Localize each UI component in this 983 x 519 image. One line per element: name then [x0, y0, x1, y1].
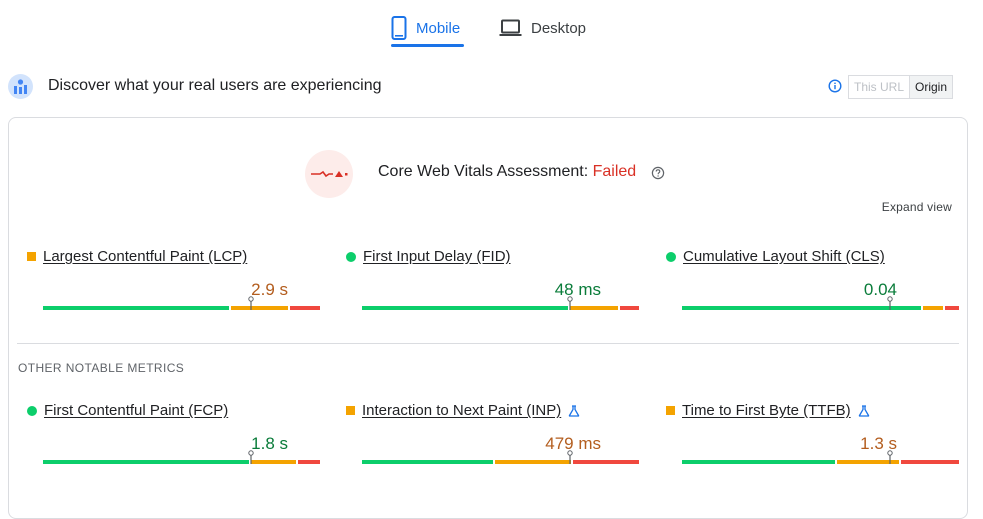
distribution-bar — [362, 296, 639, 310]
distribution-bar — [43, 450, 320, 464]
needs-improvement-segment — [837, 460, 899, 464]
good-segment — [43, 460, 249, 464]
percentile-marker — [248, 450, 254, 464]
distribution-bar — [682, 450, 959, 464]
percentile-marker — [567, 450, 573, 464]
good-circle-icon — [346, 251, 356, 262]
poor-segment — [572, 460, 639, 464]
percentile-marker — [248, 296, 254, 310]
other-metrics-heading: OTHER NOTABLE METRICS — [18, 361, 185, 375]
distribution-bar — [43, 296, 320, 310]
good-segment — [43, 306, 230, 310]
assessment-status: Failed — [592, 163, 637, 180]
metric-link-fid[interactable]: First Input Delay (FID) — [363, 248, 511, 265]
tab-mobile[interactable]: Mobile — [391, 10, 460, 46]
needs-improvement-segment — [250, 460, 296, 464]
tab-desktop[interactable]: Desktop — [499, 10, 586, 46]
flask-icon — [858, 404, 869, 417]
distribution-bar — [682, 296, 959, 310]
average-square-icon — [666, 406, 675, 415]
good-segment — [362, 460, 493, 464]
metric-fcp: First Contentful Paint (FCP) 1.8 s — [27, 402, 327, 482]
active-tab-indicator — [391, 44, 464, 47]
metric-value: 1.8 s — [251, 434, 288, 453]
url-origin-toggle: This URL Origin — [848, 75, 954, 99]
needs-improvement-segment — [569, 306, 618, 310]
good-segment — [682, 306, 921, 310]
failed-pulse-icon — [311, 170, 348, 178]
info-icon[interactable] — [828, 79, 842, 93]
metric-title: Largest Contentful Paint (LCP) — [27, 248, 247, 265]
percentile-marker — [567, 296, 573, 310]
poor-segment — [289, 306, 320, 310]
assessment-text: Core Web Vitals Assessment: Failed — [378, 163, 636, 181]
device-tabs: Mobile Desktop — [0, 0, 983, 48]
poor-segment — [900, 460, 959, 464]
metric-title: First Contentful Paint (FCP) — [27, 402, 228, 419]
metric-value: 2.9 s — [251, 280, 288, 299]
metric-link-fcp[interactable]: First Contentful Paint (FCP) — [44, 402, 229, 419]
metric-ttfb: Time to First Byte (TTFB) 1.3 s — [666, 402, 966, 482]
poor-segment — [619, 306, 639, 310]
divider — [17, 343, 959, 344]
needs-improvement-segment — [231, 306, 288, 310]
metric-value: 0.04 — [863, 280, 897, 299]
poor-segment — [945, 306, 959, 310]
tab-desktop-label: Desktop — [531, 19, 587, 37]
laptop-icon — [499, 19, 522, 36]
metric-title: Interaction to Next Paint (INP) — [346, 402, 580, 419]
metric-value: 48 ms — [554, 280, 601, 299]
metric-lcp: Largest Contentful Paint (LCP) 2.9 s — [27, 248, 327, 328]
metric-link-inp[interactable]: Interaction to Next Paint (INP) — [362, 402, 562, 419]
assessment-badge — [305, 150, 353, 198]
percentile-marker — [887, 296, 893, 310]
users-chart-icon — [8, 74, 33, 99]
average-square-icon — [27, 252, 36, 261]
core-web-vitals-card: Core Web Vitals Assessment: Failed Expan… — [8, 117, 968, 519]
metric-link-cls[interactable]: Cumulative Layout Shift (CLS) — [683, 248, 885, 265]
metric-title: Cumulative Layout Shift (CLS) — [666, 248, 885, 265]
assessment-label: Core Web Vitals Assessment: — [378, 163, 593, 180]
metric-link-lcp[interactable]: Largest Contentful Paint (LCP) — [43, 248, 248, 265]
good-circle-icon — [666, 251, 676, 262]
needs-improvement-segment — [494, 460, 571, 464]
metric-link-ttfb[interactable]: Time to First Byte (TTFB) — [682, 402, 851, 419]
good-segment — [682, 460, 836, 464]
good-segment — [362, 306, 568, 310]
page-title: Discover what your real users are experi… — [48, 77, 382, 94]
needs-improvement-segment — [922, 306, 944, 310]
good-circle-icon — [27, 405, 37, 416]
percentile-marker — [887, 450, 893, 464]
metric-title: First Input Delay (FID) — [346, 248, 511, 265]
metric-value: 479 ms — [545, 434, 601, 453]
metric-cls: Cumulative Layout Shift (CLS) 0.04 — [666, 248, 966, 328]
help-icon[interactable] — [651, 166, 665, 180]
origin-button[interactable]: Origin — [910, 76, 953, 98]
flask-icon — [569, 404, 580, 417]
field-data-header: Discover what your real users are experi… — [0, 72, 983, 102]
poor-segment — [297, 460, 320, 464]
metric-title: Time to First Byte (TTFB) — [666, 402, 870, 419]
metric-fid: First Input Delay (FID) 48 ms — [346, 248, 646, 328]
expand-view-link[interactable]: Expand view — [881, 200, 952, 214]
this-url-button[interactable]: This URL — [849, 76, 911, 98]
metric-inp: Interaction to Next Paint (INP) 479 ms — [346, 402, 646, 482]
metric-value: 1.3 s — [860, 434, 897, 453]
tab-mobile-label: Mobile — [416, 19, 461, 37]
distribution-bar — [362, 450, 639, 464]
smartphone-icon — [391, 16, 407, 40]
average-square-icon — [346, 406, 355, 415]
